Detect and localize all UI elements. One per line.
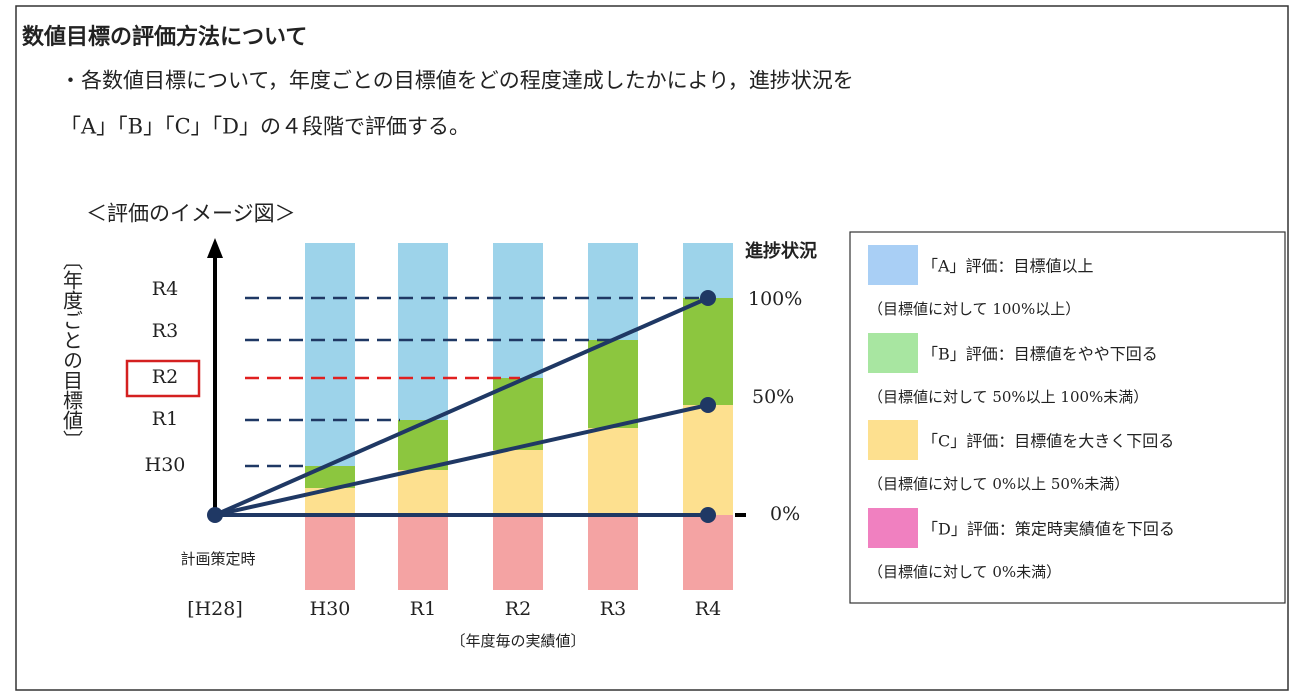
legend-label: 「D」評価：策定時実績値を下回る [922, 520, 1175, 539]
progress-line [214, 403, 709, 517]
x-label: R4 [695, 598, 721, 620]
zone-c [398, 470, 448, 515]
y-label: R4 [152, 278, 178, 300]
legend-note: （目標値に対して 50%以上 100%未満） [868, 388, 1148, 406]
progress-dot [700, 397, 716, 413]
progress-dot [700, 290, 716, 306]
x-label: [H28] [187, 598, 243, 620]
zone-c [493, 450, 543, 515]
legend-swatch [868, 245, 918, 285]
x-axis-label: 〔年度毎の実績値〕 [450, 632, 585, 650]
progress-title: 進捗状況 [745, 240, 817, 262]
y-label: R2 [152, 366, 178, 388]
legend-swatch [868, 508, 918, 548]
legend-swatch [868, 333, 918, 373]
y-label: R3 [152, 320, 178, 342]
progress-label: 0% [770, 503, 800, 525]
y-label: R1 [152, 408, 178, 430]
legend-note: （目標値に対して 0%以上 50%未満） [868, 475, 1129, 493]
zone-d [588, 515, 638, 590]
y-axis-label: 〔年度ごとの目標値〕 [60, 250, 84, 450]
figure-caption: ＜評価のイメージ図＞ [86, 202, 296, 226]
diagram [207, 238, 746, 590]
progress-line [214, 296, 709, 517]
legend-note: （目標値に対して 0%未満） [868, 563, 1061, 581]
labels: R4 R3 R2 R1 H30 [H28] H30 R1 R2 R3 R4 計画策定時〔年度毎の実績値… [145, 240, 1175, 650]
zone-a [398, 243, 448, 420]
y-label: H30 [145, 454, 186, 476]
legend-box [849, 231, 1286, 604]
body-line: 「A」「B」「C」「D」の４段階で評価する。 [60, 115, 470, 139]
y-axis-arrow [207, 238, 223, 258]
zone-c [588, 428, 638, 515]
zone-a [588, 243, 638, 340]
zone-a [683, 243, 733, 298]
x-origin-note: 計画策定時 [180, 550, 255, 568]
legend-note: （目標値に対して 100%以上） [868, 300, 1080, 318]
x-label: R1 [410, 598, 436, 620]
zone-b [398, 420, 448, 470]
x-label: R3 [600, 598, 626, 620]
progress-label: 50% [752, 386, 794, 408]
body-line: ・各数値目標について，年度ごとの目標値をどの程度達成したかにより，進捗状況を [60, 69, 854, 93]
zone-c [683, 405, 733, 515]
progress-dot [700, 507, 716, 523]
x-label: H30 [310, 598, 351, 620]
title: 数値目標の評価方法について [22, 24, 307, 50]
legend-swatch [868, 420, 918, 460]
legend-label: 「B」評価：目標値をやや下回る [922, 345, 1158, 364]
zone-a [305, 243, 355, 466]
legend-label: 「A」評価：目標値以上 [922, 257, 1094, 276]
zone-b [683, 298, 733, 405]
zone-d [398, 515, 448, 590]
zone-d [683, 515, 733, 590]
origin-dot [207, 507, 223, 523]
highlight-box [125, 359, 201, 398]
zone-d [305, 515, 355, 590]
zone-d [493, 515, 543, 590]
legend-label: 「C」評価：目標値を大きく下回る [922, 432, 1174, 451]
progress-label: 100% [748, 288, 802, 310]
zone-b [588, 340, 638, 428]
zone-a [493, 243, 543, 378]
x-label: R2 [505, 598, 531, 620]
